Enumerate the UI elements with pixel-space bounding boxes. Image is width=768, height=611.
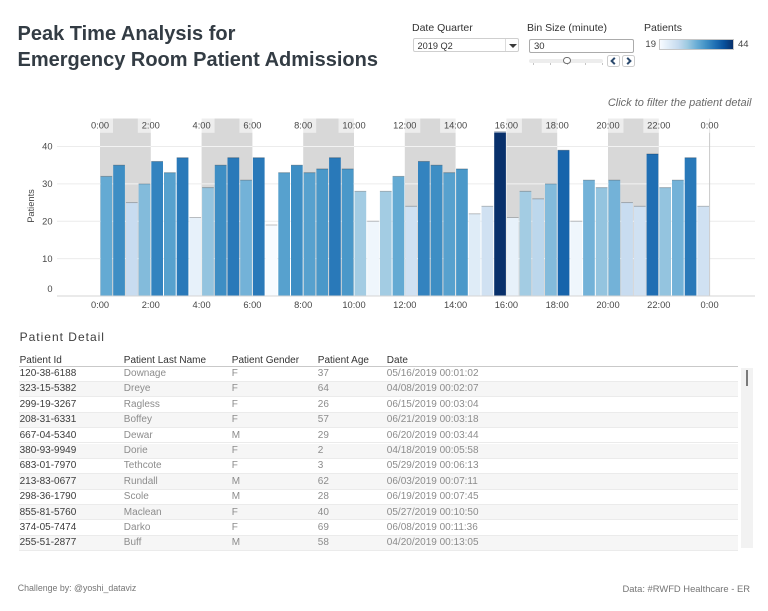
svg-text:4:00: 4:00 xyxy=(193,300,211,310)
svg-text:2:00: 2:00 xyxy=(142,121,160,131)
svg-text:20: 20 xyxy=(42,216,52,226)
svg-text:10:00: 10:00 xyxy=(342,121,365,131)
svg-text:0: 0 xyxy=(47,284,52,294)
svg-text:10:00: 10:00 xyxy=(342,300,365,310)
svg-text:6:00: 6:00 xyxy=(243,121,261,131)
svg-text:0:00: 0:00 xyxy=(701,300,719,310)
svg-text:30: 30 xyxy=(42,179,52,189)
svg-text:22:00: 22:00 xyxy=(647,121,670,131)
svg-text:0:00: 0:00 xyxy=(91,121,109,131)
svg-text:14:00: 14:00 xyxy=(444,121,467,131)
svg-text:22:00: 22:00 xyxy=(647,300,670,310)
svg-text:8:00: 8:00 xyxy=(294,121,312,131)
svg-text:0:00: 0:00 xyxy=(91,300,109,310)
svg-text:8:00: 8:00 xyxy=(294,300,312,310)
svg-text:20:00: 20:00 xyxy=(596,300,619,310)
svg-text:6:00: 6:00 xyxy=(243,300,261,310)
svg-text:10: 10 xyxy=(42,254,52,264)
svg-text:Patients: Patients xyxy=(26,189,36,223)
svg-text:14:00: 14:00 xyxy=(444,300,467,310)
svg-text:4:00: 4:00 xyxy=(193,121,211,131)
svg-text:16:00: 16:00 xyxy=(495,300,518,310)
svg-text:40: 40 xyxy=(42,142,52,152)
svg-text:18:00: 18:00 xyxy=(546,121,569,131)
svg-text:0:00: 0:00 xyxy=(701,121,719,131)
svg-text:20:00: 20:00 xyxy=(596,121,619,131)
svg-text:16:00: 16:00 xyxy=(495,121,518,131)
svg-text:12:00: 12:00 xyxy=(393,300,416,310)
svg-text:18:00: 18:00 xyxy=(546,300,569,310)
svg-text:2:00: 2:00 xyxy=(142,300,160,310)
svg-text:12:00: 12:00 xyxy=(393,121,416,131)
